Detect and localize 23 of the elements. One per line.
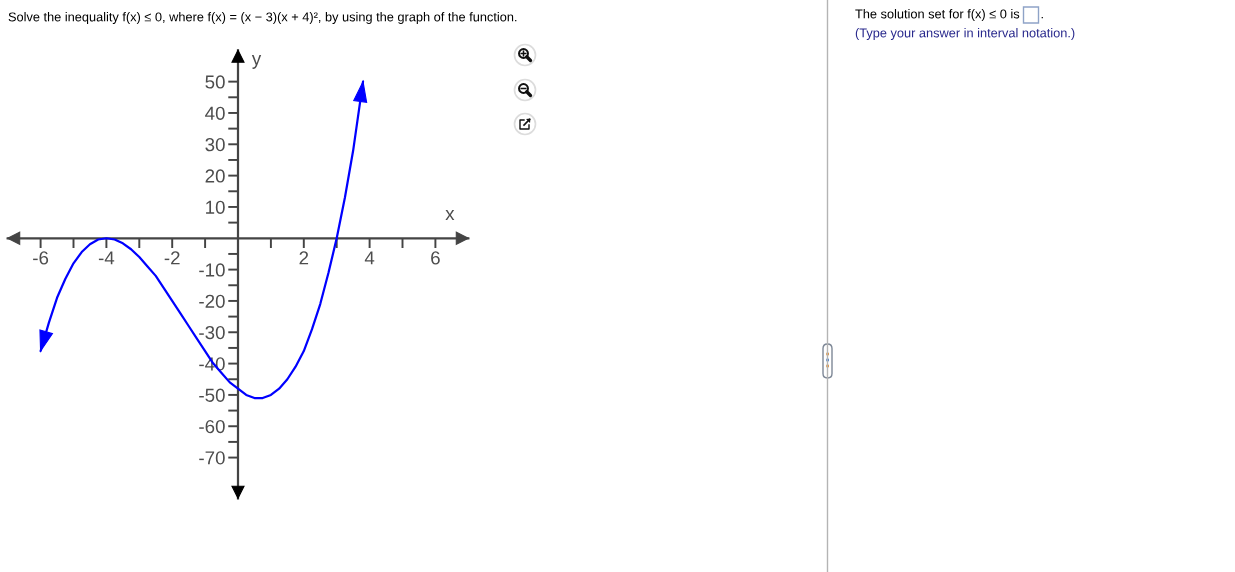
y-tick-label: -20 xyxy=(199,294,225,308)
y-tick-label: 50 xyxy=(205,75,225,89)
y-tick-label: 30 xyxy=(205,137,225,152)
text: . xyxy=(1041,16,1043,19)
y-tick-label: -30 xyxy=(199,325,225,340)
x-tick-label: -4 xyxy=(98,251,115,265)
y-tick-label: -50 xyxy=(199,388,225,402)
x-axis-title: x xyxy=(445,210,455,221)
y-axis-title: y xyxy=(251,55,262,69)
x-tick-label: -2 xyxy=(164,251,180,265)
y-tick-label: -10 xyxy=(199,263,225,277)
y-tick-label: -70 xyxy=(199,451,225,465)
y-tick-label: -60 xyxy=(199,419,225,434)
y-tick-label: 10 xyxy=(206,200,225,214)
x-tick-label: 2 xyxy=(299,251,309,265)
y-tick-label: 40 xyxy=(205,106,225,120)
x-tick-label: -6 xyxy=(33,251,49,265)
text: The solution set for f(x) ≤ 0 is xyxy=(855,9,1020,21)
x-tick-label: 4 xyxy=(364,251,375,265)
x-tick-label: 6 xyxy=(431,251,440,265)
chart-title: Solve the inequality f(x) ≤ 0, where f(x) = (x − 3)(x + 4)², by using the graph of the function. xyxy=(8,12,517,24)
y-tick-label: 20 xyxy=(205,169,225,183)
text: (Type your answer in interval notation.) xyxy=(855,28,1075,40)
